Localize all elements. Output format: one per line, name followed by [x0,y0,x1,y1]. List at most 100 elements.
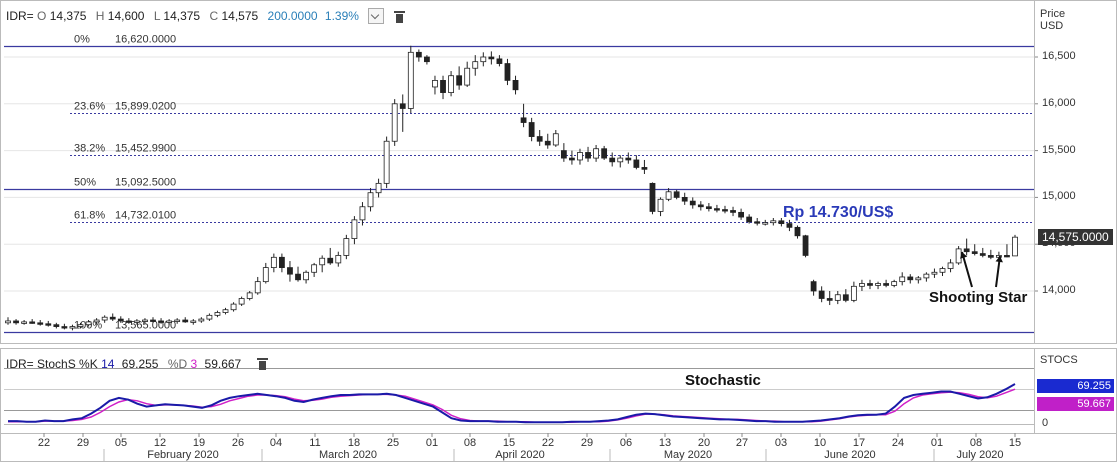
candle [456,66,463,90]
candle [190,319,197,325]
candle-body [834,294,841,301]
candle [480,52,487,67]
price-tick-label: 16,000 [1042,96,1076,109]
candle-body [133,320,140,323]
candle-body [947,262,954,269]
candle [633,155,640,170]
candle-body [939,268,946,273]
candle [158,318,164,324]
candle-body [899,276,906,283]
candle [5,317,11,325]
chevron-down-icon[interactable] [368,8,385,24]
candle-body [117,318,124,322]
candle-body [859,283,865,287]
x-tick-label: 11 [309,437,320,449]
candle-body [142,319,148,322]
d-label: %D [167,357,188,371]
candle-body [786,223,793,228]
change-percent: 1.39% [324,9,359,24]
month-label: July 2020 [956,449,1003,461]
high-label: H [95,9,105,24]
x-tick-label: 03 [775,437,787,449]
candle-body [883,283,890,286]
candle-body [536,136,543,142]
candle-body [842,294,849,301]
arrow-head [960,252,968,259]
candle [504,58,511,86]
candle [875,281,881,290]
candle [359,202,366,226]
fib-percent-label: 23.6% [74,101,105,113]
candle [335,251,342,267]
candle-body [5,320,11,324]
stoch-label: IDR= StochS %K [6,357,98,371]
candle [649,182,656,215]
low-value: 14,375 [163,9,201,24]
candle-body [770,220,777,224]
close-label: C [209,9,219,24]
month-label: April 2020 [495,449,545,461]
candle-body [955,248,962,264]
candle [577,148,583,165]
candle-body [37,322,44,325]
trash-icon[interactable] [393,10,405,23]
x-tick-label: 01 [931,437,943,449]
open-value: 14,375 [49,9,87,24]
candle [142,318,148,324]
candle [21,320,28,325]
month-label: February 2020 [147,449,219,461]
candle-body [609,157,616,163]
candle [432,75,438,95]
d-value: 59.667 [204,357,242,371]
price-tick-label: 16,500 [1042,50,1076,62]
fib-level-label: 15,899.0200 [115,101,176,113]
candle [174,318,181,324]
candle [786,219,793,232]
x-tick-label: 22 [542,437,554,449]
candle-body [641,167,648,170]
candle-body [488,56,495,60]
candle [963,238,970,256]
stoch-tick-label: 0 [1042,417,1049,429]
candle [544,133,551,149]
candle [262,262,269,284]
candle [842,289,849,303]
candle-body [230,303,237,311]
arrow-head [995,256,1003,263]
candle [230,302,237,312]
fib-percent-label: 0% [74,34,90,46]
month-label: March 2020 [319,449,377,461]
stoch-axis-title: STOCS [1040,354,1078,366]
candle-body [69,326,76,329]
trash-icon[interactable] [256,357,268,371]
candle [867,279,873,290]
candle [464,61,471,87]
candle [705,203,712,212]
candle-body [109,316,116,320]
x-tick-label: 26 [232,437,244,449]
candle-body [101,316,108,321]
price-grid [4,56,1038,292]
candle-body [931,271,938,275]
candle [133,319,140,325]
candle-body [560,150,567,159]
candle-body [206,314,213,320]
candle [150,317,156,323]
month-label: May 2020 [664,449,712,461]
candle-body [826,298,833,301]
candle [109,313,116,321]
candle [697,201,704,211]
last-price-tag: 14,575.0000 [1038,229,1113,245]
price-legend: IDR= O 14,375 H 14,600 L 14,375 C 14,575… [6,8,405,25]
candle-body [262,267,269,283]
candle [923,272,930,282]
candle [673,189,680,200]
candle-body [351,219,358,239]
candle [198,317,205,323]
candle [85,320,92,327]
candle [399,94,406,132]
candle-body [440,80,446,93]
candle-body [754,221,761,224]
candle [987,249,994,260]
candle-body [270,256,277,268]
